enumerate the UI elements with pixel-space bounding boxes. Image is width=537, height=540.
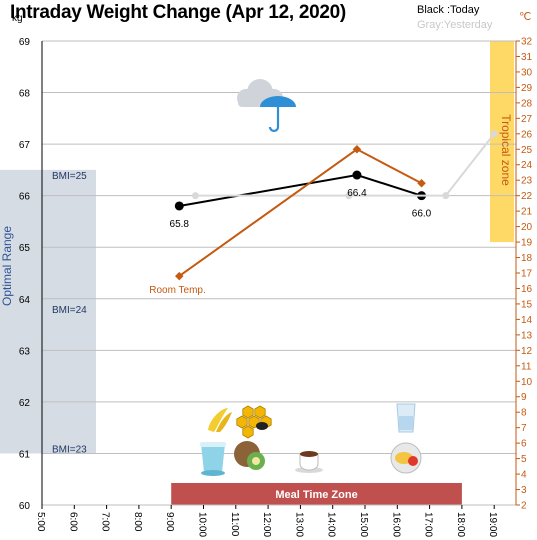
y-right-tick-label: 5 xyxy=(521,454,527,465)
x-tick-label: 8:00 xyxy=(132,512,143,532)
y-right-tick-label: 6 xyxy=(521,439,527,450)
y-right-tick-label: 12 xyxy=(521,346,533,357)
series-line-yesterday xyxy=(195,133,495,197)
x-tick-label: 17:00 xyxy=(423,512,434,537)
bmi-label: BMI=25 xyxy=(52,171,87,182)
yesterday-point xyxy=(442,192,450,200)
y-left-tick-label: 63 xyxy=(19,346,31,357)
y-right-tick-label: 3 xyxy=(521,485,527,496)
y-right-tick-label: 20 xyxy=(521,222,533,233)
y-right-tick-label: 18 xyxy=(521,253,533,264)
y-right-tick-label: 30 xyxy=(521,67,533,78)
y-right-tick-label: 21 xyxy=(521,207,533,218)
room-temp-point xyxy=(352,145,362,154)
kiwi-icon xyxy=(234,441,265,470)
y-right-tick-label: 13 xyxy=(521,330,533,341)
y-left-tick-label: 65 xyxy=(19,243,31,254)
y-left-tick-label: 66 xyxy=(19,192,31,203)
tropical-zone-band xyxy=(490,41,514,243)
x-tick-label: 7:00 xyxy=(100,512,111,532)
yogurt-cup-icon xyxy=(200,442,226,476)
yesterday-point xyxy=(191,192,199,200)
today-data-label: 66.0 xyxy=(412,209,432,220)
right-axis-unit: ℃ xyxy=(519,11,532,23)
meal-time-zone-band xyxy=(171,483,462,505)
y-right-tick-label: 2 xyxy=(521,501,527,512)
x-tick-label: 18:00 xyxy=(455,512,466,537)
room-temp-label: Room Temp. xyxy=(149,285,206,296)
x-tick-label: 19:00 xyxy=(487,512,498,537)
x-tick-label: 13:00 xyxy=(293,512,304,537)
x-tick-label: 12:00 xyxy=(261,512,272,537)
y-left-tick-label: 62 xyxy=(19,398,31,409)
meal-time-zone-label: Meal Time Zone xyxy=(275,489,357,501)
y-left-tick-label: 67 xyxy=(19,140,31,151)
y-right-tick-label: 15 xyxy=(521,299,533,310)
room-temp-point xyxy=(175,271,184,281)
today-data-label: 65.8 xyxy=(170,219,190,230)
y-right-tick-label: 9 xyxy=(521,392,527,403)
y-right-tick-label: 29 xyxy=(521,83,533,94)
room-temp-point xyxy=(417,179,426,188)
y-right-tick-label: 4 xyxy=(521,470,527,481)
left-axis-unit: kg xyxy=(12,13,23,24)
y-right-tick-label: 26 xyxy=(521,129,533,140)
optimal-range-label: Optimal Range xyxy=(0,226,14,306)
coffee-cup-icon xyxy=(295,451,323,473)
optimal-range-band xyxy=(0,169,96,454)
y-right-tick-label: 24 xyxy=(521,160,533,171)
y-right-tick-label: 28 xyxy=(521,98,533,109)
x-tick-label: 6:00 xyxy=(67,512,78,532)
y-right-tick-label: 25 xyxy=(521,145,533,156)
y-right-tick-label: 31 xyxy=(521,52,533,63)
omelette-plate-icon xyxy=(390,442,422,474)
y-right-tick-label: 23 xyxy=(521,176,533,187)
chart-title: Intraday Weight Change (Apr 12, 2020) xyxy=(10,2,346,23)
bmi-label: BMI=23 xyxy=(52,444,87,455)
tropical-zone-label: Tropical zone xyxy=(499,114,513,186)
x-tick-label: 11:00 xyxy=(229,512,240,537)
y-left-tick-label: 68 xyxy=(19,89,31,100)
today-point xyxy=(352,170,362,180)
y-right-tick-label: 14 xyxy=(521,315,533,326)
y-right-tick-label: 27 xyxy=(521,114,533,125)
legend-yesterday: Gray:Yesterday xyxy=(417,19,493,31)
x-tick-label: 9:00 xyxy=(164,512,175,532)
series-line-room-temp xyxy=(178,148,422,277)
legend-today: Black :Today xyxy=(417,4,480,16)
today-data-label: 66.4 xyxy=(347,188,367,199)
honeycomb-bee-icon xyxy=(236,405,272,439)
y-right-tick-label: 10 xyxy=(521,377,533,388)
y-right-tick-label: 8 xyxy=(521,408,527,419)
y-left-tick-label: 60 xyxy=(19,501,31,512)
y-right-tick-label: 19 xyxy=(521,238,533,249)
y-left-tick-label: 61 xyxy=(19,449,31,460)
y-right-tick-label: 22 xyxy=(521,191,533,202)
x-tick-label: 15:00 xyxy=(358,512,369,537)
y-right-tick-label: 11 xyxy=(521,361,532,372)
bmi-label: BMI=24 xyxy=(52,305,87,316)
y-right-tick-label: 17 xyxy=(521,269,533,280)
y-right-tick-label: 32 xyxy=(521,37,533,48)
x-tick-label: 5:00 xyxy=(35,512,46,532)
cloud-umbrella-icon xyxy=(237,79,296,133)
yesterday-point xyxy=(345,192,353,200)
y-right-tick-label: 7 xyxy=(521,423,527,434)
banana-icon xyxy=(208,408,232,432)
x-tick-label: 16:00 xyxy=(390,512,401,537)
today-point xyxy=(174,201,184,211)
y-right-tick-label: 16 xyxy=(521,284,533,295)
x-tick-label: 14:00 xyxy=(326,512,337,537)
x-tick-label: 10:00 xyxy=(197,512,208,537)
y-left-tick-label: 64 xyxy=(19,295,31,306)
y-left-tick-label: 69 xyxy=(19,37,31,48)
yesterday-point xyxy=(490,130,498,138)
water-glass-icon xyxy=(396,403,416,433)
